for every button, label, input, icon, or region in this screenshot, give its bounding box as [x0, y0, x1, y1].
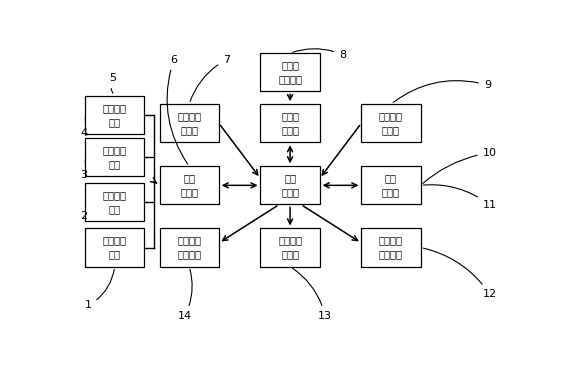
Text: 4: 4: [80, 117, 88, 138]
Text: 11: 11: [423, 185, 496, 210]
FancyBboxPatch shape: [361, 228, 421, 266]
Text: 车载
控制器: 车载 控制器: [281, 173, 299, 197]
Text: 3: 3: [80, 160, 87, 181]
FancyBboxPatch shape: [160, 104, 219, 142]
FancyBboxPatch shape: [260, 53, 320, 91]
Text: 前轮速度
传感器: 前轮速度 传感器: [177, 111, 201, 135]
Text: 驱动
比例泵: 驱动 比例泵: [382, 173, 400, 197]
Text: 后轮驱动
比例马达: 后轮驱动 比例马达: [379, 236, 403, 259]
Text: 后轮速度
传感器: 后轮速度 传感器: [379, 111, 403, 135]
FancyBboxPatch shape: [260, 228, 320, 266]
Text: 6: 6: [167, 55, 187, 164]
Text: 1: 1: [85, 269, 114, 310]
Text: 2: 2: [80, 205, 88, 221]
FancyBboxPatch shape: [260, 104, 320, 142]
Text: 右侧探障
雷达: 右侧探障 雷达: [102, 103, 127, 127]
FancyBboxPatch shape: [85, 138, 144, 176]
Text: 避障
控制器: 避障 控制器: [180, 173, 198, 197]
Text: 7: 7: [190, 55, 230, 101]
Text: 左侧探障
雷达: 左侧探障 雷达: [102, 145, 127, 169]
Text: 5: 5: [109, 73, 116, 93]
Text: 9: 9: [393, 80, 491, 102]
Text: 密实度
控制器: 密实度 控制器: [281, 111, 299, 135]
Text: 13: 13: [293, 268, 332, 321]
FancyBboxPatch shape: [361, 166, 421, 204]
Text: 前轮驱动
比例马达: 前轮驱动 比例马达: [177, 236, 201, 259]
Text: 8: 8: [293, 49, 346, 60]
Text: 后侧探障
雷达: 后侧探障 雷达: [102, 190, 127, 214]
Text: 12: 12: [423, 248, 497, 299]
Text: 10: 10: [423, 148, 496, 184]
FancyBboxPatch shape: [160, 228, 219, 266]
FancyBboxPatch shape: [361, 104, 421, 142]
Text: 人机交互
显示器: 人机交互 显示器: [278, 236, 302, 259]
FancyBboxPatch shape: [85, 228, 144, 266]
FancyBboxPatch shape: [85, 183, 144, 221]
FancyBboxPatch shape: [160, 166, 219, 204]
FancyBboxPatch shape: [260, 166, 320, 204]
Text: 前侧探障
雷达: 前侧探障 雷达: [102, 236, 127, 259]
Text: 14: 14: [178, 269, 192, 321]
Text: 密实度
探测雷达: 密实度 探测雷达: [278, 60, 302, 84]
FancyBboxPatch shape: [85, 96, 144, 134]
